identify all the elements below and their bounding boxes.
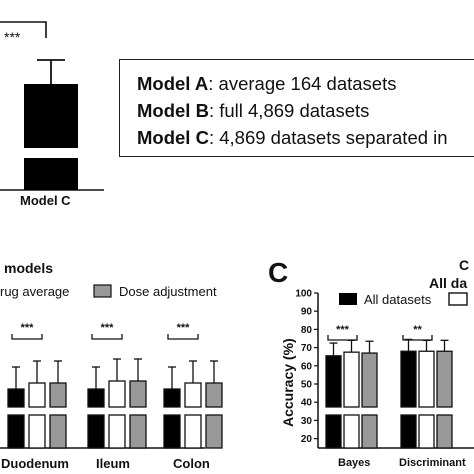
panel-b-sig-label: *** <box>177 322 191 334</box>
panel-b-bar-base <box>108 414 126 449</box>
panel-c-y-tick-label: 40 <box>301 398 313 409</box>
panel-c-legend-label-1: All datasets <box>364 292 432 307</box>
panel-c-sig-label: *** <box>336 324 350 336</box>
model-legend-line-a: Model A: average 164 datasets <box>137 73 396 95</box>
panel-a-sig-label: *** <box>4 29 21 45</box>
panel-b-bar <box>49 382 67 408</box>
panel-c-y-tick-label: 90 <box>301 307 313 318</box>
panel-c-bar <box>418 350 435 408</box>
model-legend-desc-b: : full 4,869 datasets <box>208 100 370 121</box>
model-legend-desc-a: : average 164 datasets <box>208 73 397 94</box>
panel-c-bar <box>436 350 453 408</box>
panel-b-sig-label: *** <box>101 322 115 334</box>
panel-a-bar <box>24 59 78 190</box>
panel-c-sig-bracket <box>402 335 433 341</box>
panel-c-bar <box>400 350 417 408</box>
panel-c-legend-swatch-2 <box>448 292 468 306</box>
panel-c-legend-swatch-1 <box>339 293 357 305</box>
panel-c-bar-base <box>436 414 453 449</box>
panel-c-y-tick-label: 60 <box>301 361 313 372</box>
panel-b-category-ileum: Ileum <box>96 456 130 471</box>
panel-c-title: C <box>459 257 469 273</box>
panel-b-bar-base <box>49 414 67 449</box>
panel-b-bar <box>108 380 126 408</box>
panel-b-bar <box>129 380 147 408</box>
panel-c-bar-base <box>343 414 360 449</box>
panel-a-category-label: Model C <box>20 193 71 208</box>
panel-b-sig-bracket <box>11 334 43 340</box>
panel-b-bar <box>184 382 202 408</box>
panel-b-sig-bracket <box>91 334 123 340</box>
panel-b-legend-label-1: rug average <box>0 284 69 299</box>
panel-c-bar <box>361 352 378 408</box>
model-legend-box: Model A: average 164 datasets Model B: f… <box>119 59 474 157</box>
panel-b-title: models <box>4 260 53 276</box>
panel-b-bar <box>205 382 223 408</box>
panel-c: C C All da Accuracy (%) All datasets 100… <box>268 257 474 469</box>
panel-c-bar-base <box>418 414 435 449</box>
panel-c-y-tick-label: 80 <box>301 325 313 336</box>
panel-c-sig-label: ** <box>413 324 422 336</box>
panel-b-bar-base <box>129 414 147 449</box>
panel-b-bar-base <box>184 414 202 449</box>
panel-b-legend-swatch-2 <box>93 284 112 298</box>
panel-b-bar <box>7 388 25 408</box>
panel-a-bar-lower <box>24 158 78 190</box>
panel-c-bar <box>325 355 342 408</box>
panel-b: models rug average Dose adjustment *** **… <box>0 260 223 471</box>
model-legend-line-b: Model B: full 4,869 datasets <box>137 100 369 122</box>
model-legend-name-b: Model B <box>137 100 209 121</box>
panel-a-sig-bracket <box>0 21 47 38</box>
panel-b-bar-base <box>163 414 181 449</box>
panel-b-legend-label-2: Dose adjustment <box>119 284 217 299</box>
model-legend-name-a: Model A <box>137 73 209 94</box>
panel-b-bar-base <box>7 414 25 449</box>
panel-c-sig-bracket <box>327 335 358 341</box>
panel-b-category-duodenum: Duodenum <box>1 456 69 471</box>
panel-c-y-tick-label: 100 <box>295 289 312 300</box>
panel-c-y-tick-label: 50 <box>301 380 313 391</box>
panel-c-category-discriminant: Discriminant <box>399 457 466 469</box>
panel-c-y-tick-label: 70 <box>301 343 313 354</box>
panel-c-bar-base <box>325 414 342 449</box>
panel-b-bar-base <box>28 414 46 449</box>
panel-b-category-colon: Colon <box>173 456 210 471</box>
panel-b-bar-base <box>205 414 223 449</box>
panel-c-bar-base <box>361 414 378 449</box>
panel-a: *** Model C <box>0 21 104 208</box>
panel-b-bar <box>163 388 181 408</box>
panel-b-bar <box>87 388 105 408</box>
panel-b-plot: *** *** *** <box>0 322 223 449</box>
panel-c-y-axis-label: Accuracy (%) <box>280 338 296 427</box>
panel-b-sig-label: *** <box>21 322 35 334</box>
panel-b-bar <box>28 382 46 408</box>
panel-c-y-tick-label: 20 <box>301 434 313 445</box>
model-legend-desc-c: : 4,869 datasets separated in <box>208 127 448 148</box>
panel-c-bar <box>343 351 360 408</box>
panel-b-sig-bracket <box>167 334 199 340</box>
panel-c-letter: C <box>268 257 288 288</box>
panel-a-bar-upper <box>24 84 78 148</box>
panel-c-y-tick-label: 30 <box>301 416 313 427</box>
panel-c-category-bayes: Bayes <box>338 457 370 469</box>
model-legend-name-c: Model C <box>137 127 209 148</box>
panel-b-bar-base <box>87 414 105 449</box>
panel-c-bar-base <box>400 414 417 449</box>
model-legend-line-c: Model C: 4,869 datasets separated in <box>137 127 448 149</box>
panel-c-subtitle: All da <box>429 275 467 291</box>
